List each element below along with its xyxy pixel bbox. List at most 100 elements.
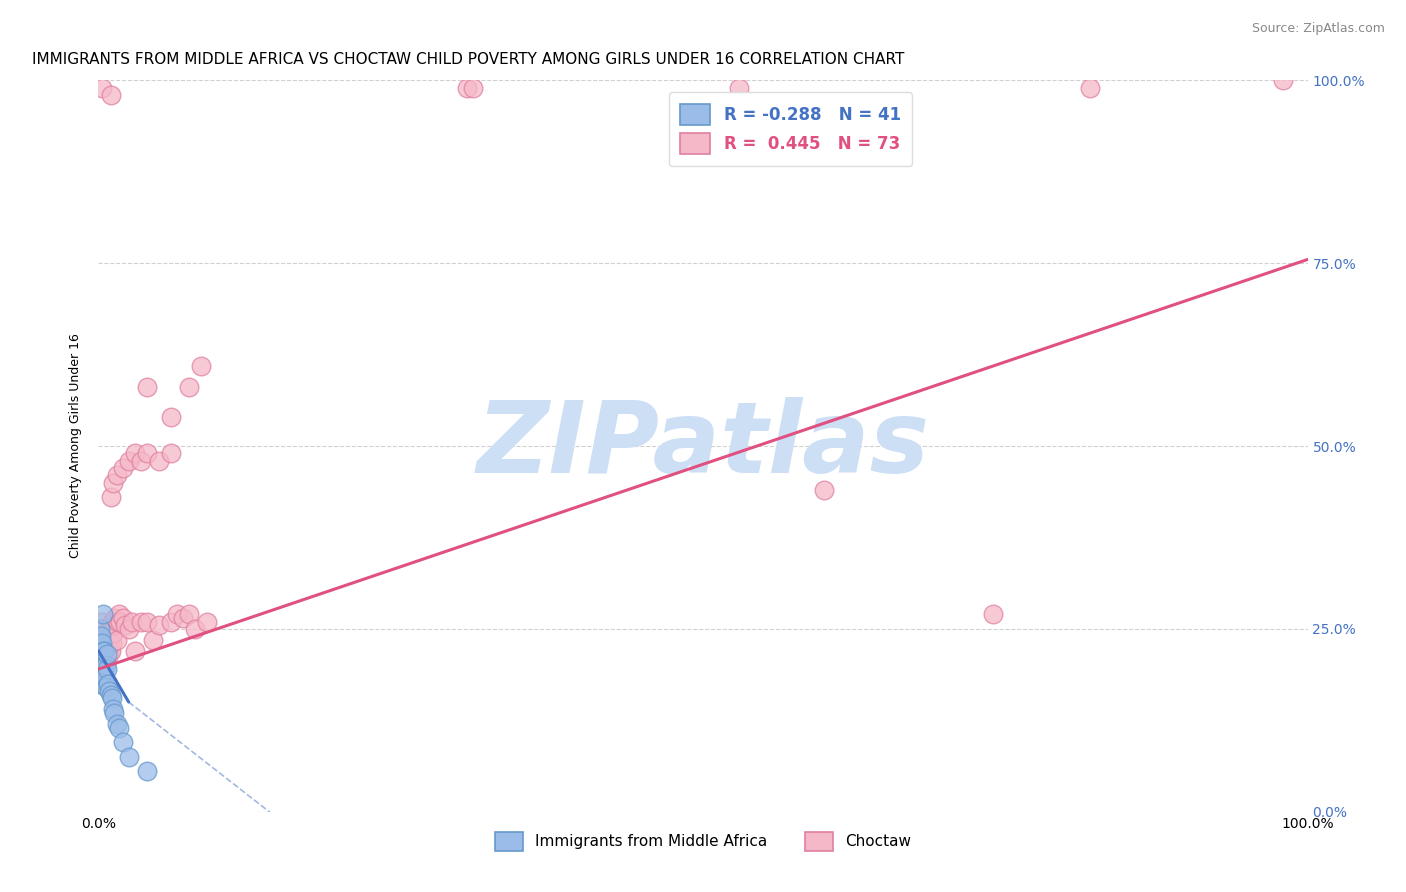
- Point: [89, 665, 111, 680]
- Point: [87, 662, 110, 676]
- Point: [98, 684, 121, 698]
- Point: [90, 622, 112, 636]
- Point: [97, 676, 120, 690]
- Point: [105, 632, 128, 647]
- Legend: Immigrants from Middle Africa, Choctaw: Immigrants from Middle Africa, Choctaw: [488, 824, 918, 859]
- Point: [118, 453, 141, 467]
- Point: [142, 632, 165, 647]
- Point: [121, 615, 143, 629]
- Point: [89, 632, 111, 647]
- Point: [100, 87, 122, 102]
- Point: [129, 453, 152, 467]
- Point: [100, 691, 122, 706]
- Point: [96, 625, 118, 640]
- Point: [148, 453, 170, 467]
- Point: [90, 640, 112, 655]
- Point: [195, 615, 218, 629]
- Point: [100, 644, 122, 658]
- Point: [124, 644, 146, 658]
- Point: [1272, 73, 1295, 87]
- Point: [91, 636, 114, 650]
- Point: [103, 618, 125, 632]
- Point: [135, 380, 157, 394]
- Point: [100, 490, 122, 504]
- Point: [108, 615, 131, 629]
- Point: [135, 764, 157, 779]
- Point: [87, 651, 110, 665]
- Point: [100, 636, 122, 650]
- Point: [91, 80, 114, 95]
- Point: [87, 669, 110, 683]
- Point: [104, 611, 127, 625]
- Point: [91, 662, 114, 676]
- Point: [89, 640, 111, 655]
- Point: [91, 651, 114, 665]
- Text: Source: ZipAtlas.com: Source: ZipAtlas.com: [1251, 22, 1385, 36]
- Point: [179, 380, 201, 394]
- Point: [91, 629, 114, 643]
- Point: [94, 658, 117, 673]
- Point: [100, 688, 122, 702]
- Point: [108, 607, 131, 622]
- Point: [190, 359, 212, 373]
- Point: [96, 662, 118, 676]
- Point: [813, 483, 835, 497]
- Y-axis label: Child Poverty Among Girls Under 16: Child Poverty Among Girls Under 16: [69, 334, 83, 558]
- Point: [96, 648, 118, 662]
- Point: [93, 644, 115, 658]
- Point: [91, 648, 114, 662]
- Point: [728, 80, 751, 95]
- Point: [91, 607, 114, 622]
- Point: [107, 615, 129, 629]
- Point: [90, 636, 112, 650]
- Point: [98, 632, 121, 647]
- Point: [124, 446, 146, 460]
- Text: IMMIGRANTS FROM MIDDLE AFRICA VS CHOCTAW CHILD POVERTY AMONG GIRLS UNDER 16 CORR: IMMIGRANTS FROM MIDDLE AFRICA VS CHOCTAW…: [32, 52, 904, 67]
- Point: [160, 615, 183, 629]
- Point: [463, 80, 485, 95]
- Point: [105, 717, 128, 731]
- Point: [87, 662, 110, 676]
- Point: [98, 648, 121, 662]
- Point: [91, 648, 114, 662]
- Point: [100, 622, 122, 636]
- Point: [90, 648, 112, 662]
- Point: [93, 632, 115, 647]
- Point: [118, 622, 141, 636]
- Point: [100, 615, 122, 629]
- Point: [89, 640, 111, 655]
- Point: [456, 80, 478, 95]
- Point: [148, 618, 170, 632]
- Point: [90, 673, 112, 687]
- Point: [93, 658, 115, 673]
- Point: [111, 461, 134, 475]
- Point: [89, 658, 111, 673]
- Point: [101, 625, 124, 640]
- Point: [89, 676, 111, 690]
- Point: [91, 665, 114, 680]
- Point: [105, 468, 128, 483]
- Point: [93, 669, 115, 683]
- Point: [981, 607, 1004, 622]
- Point: [179, 607, 201, 622]
- Point: [91, 658, 114, 673]
- Point: [89, 648, 111, 662]
- Point: [91, 636, 114, 650]
- Point: [184, 622, 207, 636]
- Point: [160, 446, 183, 460]
- Point: [160, 409, 183, 424]
- Point: [118, 749, 141, 764]
- Point: [172, 611, 194, 625]
- Point: [103, 706, 125, 720]
- Point: [89, 658, 111, 673]
- Point: [135, 446, 157, 460]
- Point: [87, 644, 110, 658]
- Point: [89, 648, 111, 662]
- Point: [89, 629, 111, 643]
- Point: [97, 640, 120, 655]
- Point: [114, 618, 136, 632]
- Point: [91, 615, 114, 629]
- Point: [87, 651, 110, 665]
- Point: [90, 662, 112, 676]
- Point: [96, 648, 118, 662]
